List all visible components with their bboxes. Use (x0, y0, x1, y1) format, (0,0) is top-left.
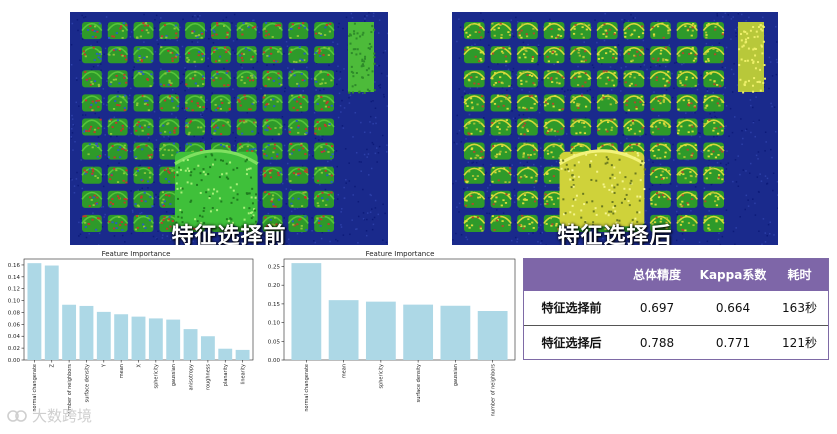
chart-1-bar (148, 318, 163, 360)
kappa-value: 0.771 (715, 336, 751, 350)
pointcloud-before-label: 特征选择前 (171, 224, 287, 245)
chart-1-ytick-label: 0.12 (8, 287, 20, 293)
chart-1-bar (114, 314, 129, 360)
pointcloud-after-image (452, 12, 778, 245)
chart-1-ytick-label: 0.06 (8, 322, 21, 328)
chart-2-ytick-label: 0.15 (268, 302, 281, 308)
chart-2-bar (477, 310, 508, 360)
chart-1-xtick-label: planarity (223, 364, 229, 386)
chart-1-xtick-label: surface density (84, 364, 90, 402)
chart-1-bar (235, 349, 250, 360)
header-cell-time: 耗时 (787, 268, 812, 282)
chart-1-bar (62, 304, 77, 360)
pointcloud-after-label: 特征选择后 (557, 224, 673, 245)
chart-1-bar (131, 316, 146, 360)
chart-2-ytick-label: 0.20 (268, 283, 281, 289)
pointcloud-before-panel: 特征选择前 (70, 12, 388, 245)
chart-1-xtick-label: X (136, 363, 142, 367)
chart-1-xtick-label: anisotropy (188, 364, 194, 390)
chart-1-ytick-label: 0.00 (8, 358, 21, 364)
time-value: 121秒 (782, 336, 817, 350)
header-cell-empty (524, 259, 619, 291)
chart-1-bar (96, 311, 111, 360)
chart-2-ytick-label: 0.05 (268, 339, 281, 345)
metrics-table-header: 总体精度 Kappa系数 耗时 (524, 259, 828, 291)
chart-2-xtick-label: gaussian (453, 364, 459, 386)
chart-1-bar (218, 348, 233, 360)
pointcloud-before-image (70, 12, 388, 245)
chart-1-bar (183, 329, 198, 360)
chart-1-bar (166, 319, 181, 360)
watermark-logo-icon (7, 409, 27, 422)
chart-1-xtick-label: sphericity (154, 364, 160, 389)
chart-2-xtick-label: normal changerate (304, 364, 310, 412)
chart-1-xtick-label: mean (119, 364, 125, 378)
accuracy-value: 0.788 (639, 336, 675, 350)
chart-1-ytick-label: 0.08 (8, 310, 21, 316)
chart-1-bar (79, 305, 94, 360)
chart-1-xtick-label: normal changerate (32, 364, 38, 412)
chart-1-title: Feature Importance (102, 250, 171, 258)
chart-1-bar (44, 265, 59, 360)
chart-2-ytick-label: 0.25 (268, 264, 281, 270)
chart-2-bar (328, 300, 359, 360)
feature-importance-chart-1: Feature Importance 0.00 0.02 0.04 0.06 0.08 0.… (0, 248, 256, 420)
metrics-table: 总体精度 Kappa系数 耗时 特征选择前 0.697 0.664 163秒 特… (523, 258, 829, 360)
chart-1-xtick-label: number of neighbors (67, 364, 73, 417)
table-row: 特征选择前 0.697 0.664 163秒 (524, 291, 828, 325)
accuracy-value: 0.697 (639, 301, 675, 315)
watermark: 大数跨境 (6, 405, 92, 426)
chart-2-bar (365, 301, 396, 360)
chart-2-ytick-label: 0.10 (268, 321, 281, 327)
chart-1-svg: Feature Importance 0.00 0.02 0.04 0.06 0.08 0.… (8, 250, 254, 417)
chart-1-ytick-label: 0.02 (8, 346, 20, 352)
table-row: 特征选择后 0.788 0.771 121秒 (524, 326, 828, 360)
pointcloud-after-panel: 特征选择后 (452, 12, 778, 245)
chart-1-ytick-label: 0.16 (8, 263, 21, 269)
watermark-text: 大数跨境 (32, 407, 93, 425)
row-label: 特征选择前 (541, 301, 602, 315)
time-value: 163秒 (782, 301, 817, 315)
chart-2-xtick-label: number of neighbors (490, 364, 496, 417)
chart-1-xtick-label: Z (50, 363, 56, 367)
chart-2-svg: Feature Importance 0.00 0.05 0.10 0.15 0.20 0.… (268, 250, 516, 417)
chart-1-bar (200, 336, 215, 360)
chart-1-xtick-label: linearity (240, 364, 246, 384)
chart-2-frame (283, 258, 516, 361)
chart-2-xtick-label: surface density (416, 364, 422, 402)
chart-2-xtick-label: sphericity (379, 364, 385, 389)
chart-1-xtick-label: gaussian (171, 364, 177, 386)
chart-2-ytick-label: 0.00 (268, 358, 281, 364)
chart-1-xtick-label: roughness (206, 364, 212, 390)
row-label: 特征选择后 (541, 336, 602, 350)
chart-1-ytick-label: 0.04 (8, 334, 21, 340)
chart-2-bar (403, 304, 434, 360)
chart-1-bar (27, 263, 42, 360)
table-divider (524, 325, 828, 326)
chart-1-ytick-label: 0.14 (8, 275, 21, 281)
feature-importance-chart-2: Feature Importance 0.00 0.05 0.10 0.15 0.20 0.… (258, 248, 518, 420)
chart-1-xtick-label: Y (102, 363, 108, 368)
chart-2-xtick-label: mean (341, 364, 347, 378)
header-cell-accuracy: 总体精度 (632, 268, 681, 282)
header-cell-kappa: Kappa系数 (699, 268, 767, 282)
chart-2-title: Feature Importance (366, 250, 435, 258)
chart-2-bar (440, 305, 471, 360)
kappa-value: 0.664 (715, 301, 751, 315)
chart-2-bar (291, 263, 322, 360)
chart-1-ytick-label: 0.10 (8, 299, 21, 305)
